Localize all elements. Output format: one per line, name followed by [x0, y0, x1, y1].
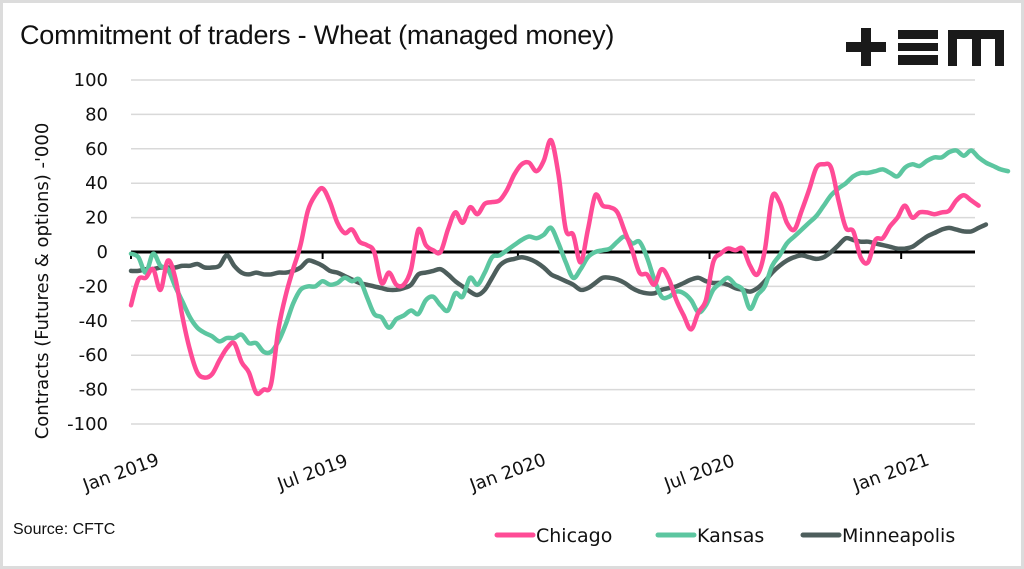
series-line-chicago	[128, 137, 981, 397]
y-axis-title: Contracts (Futures & options) -'000	[32, 123, 53, 440]
legend-item-chicago: Chicago	[494, 525, 612, 547]
series-line-minneapolis	[128, 222, 989, 298]
x-tick-label: Jan 2021	[850, 449, 933, 496]
y-tick-label: -100	[67, 414, 108, 435]
y-tick-label: -40	[79, 311, 108, 332]
y-tick-label: 20	[85, 208, 108, 229]
x-tick-label: Jul 2020	[661, 450, 738, 495]
logo-e-bar-top	[898, 30, 938, 39]
legend-item-minneapolis: Minneapolis	[800, 525, 955, 547]
legend-label: Minneapolis	[842, 525, 955, 547]
legend-label: Kansas	[697, 525, 764, 547]
y-tick-label: 100	[74, 70, 108, 91]
y-tick-label: 40	[85, 173, 108, 194]
source-note: Source: CFTC	[13, 521, 116, 538]
x-tick-label: Jul 2019	[274, 450, 351, 495]
y-tick-label: -20	[79, 276, 108, 297]
legend: Chicago Kansas Minneapolis	[494, 525, 955, 547]
legend-label: Chicago	[536, 525, 612, 547]
y-tick-label: -60	[79, 345, 108, 366]
series-lines	[128, 137, 1011, 397]
logo-m	[948, 30, 1004, 66]
y-tick-label: -80	[79, 380, 108, 401]
x-axis-ticks: Jan 2019 Jul 2019 Jan 2020 Jul 2020 Jan 2021	[79, 252, 932, 497]
x-tick-label: Jan 2020	[466, 449, 549, 496]
x-tick-label: Jan 2019	[79, 449, 162, 496]
y-axis-ticks: 100 80 60 40 20 0 -20 -40 -60 -80 -100	[67, 70, 108, 435]
legend-item-kansas: Kansas	[655, 525, 764, 547]
logo-plus-vertical	[861, 28, 871, 66]
tem-logo	[846, 28, 1004, 66]
chart-title: Commitment of traders - Wheat (managed m…	[20, 20, 615, 50]
y-tick-label: 80	[85, 104, 108, 125]
y-tick-label: 0	[97, 242, 108, 263]
logo-e-bar-mid	[898, 43, 938, 51]
logo-e-bar-bottom	[898, 55, 938, 65]
y-tick-label: 60	[85, 139, 108, 160]
